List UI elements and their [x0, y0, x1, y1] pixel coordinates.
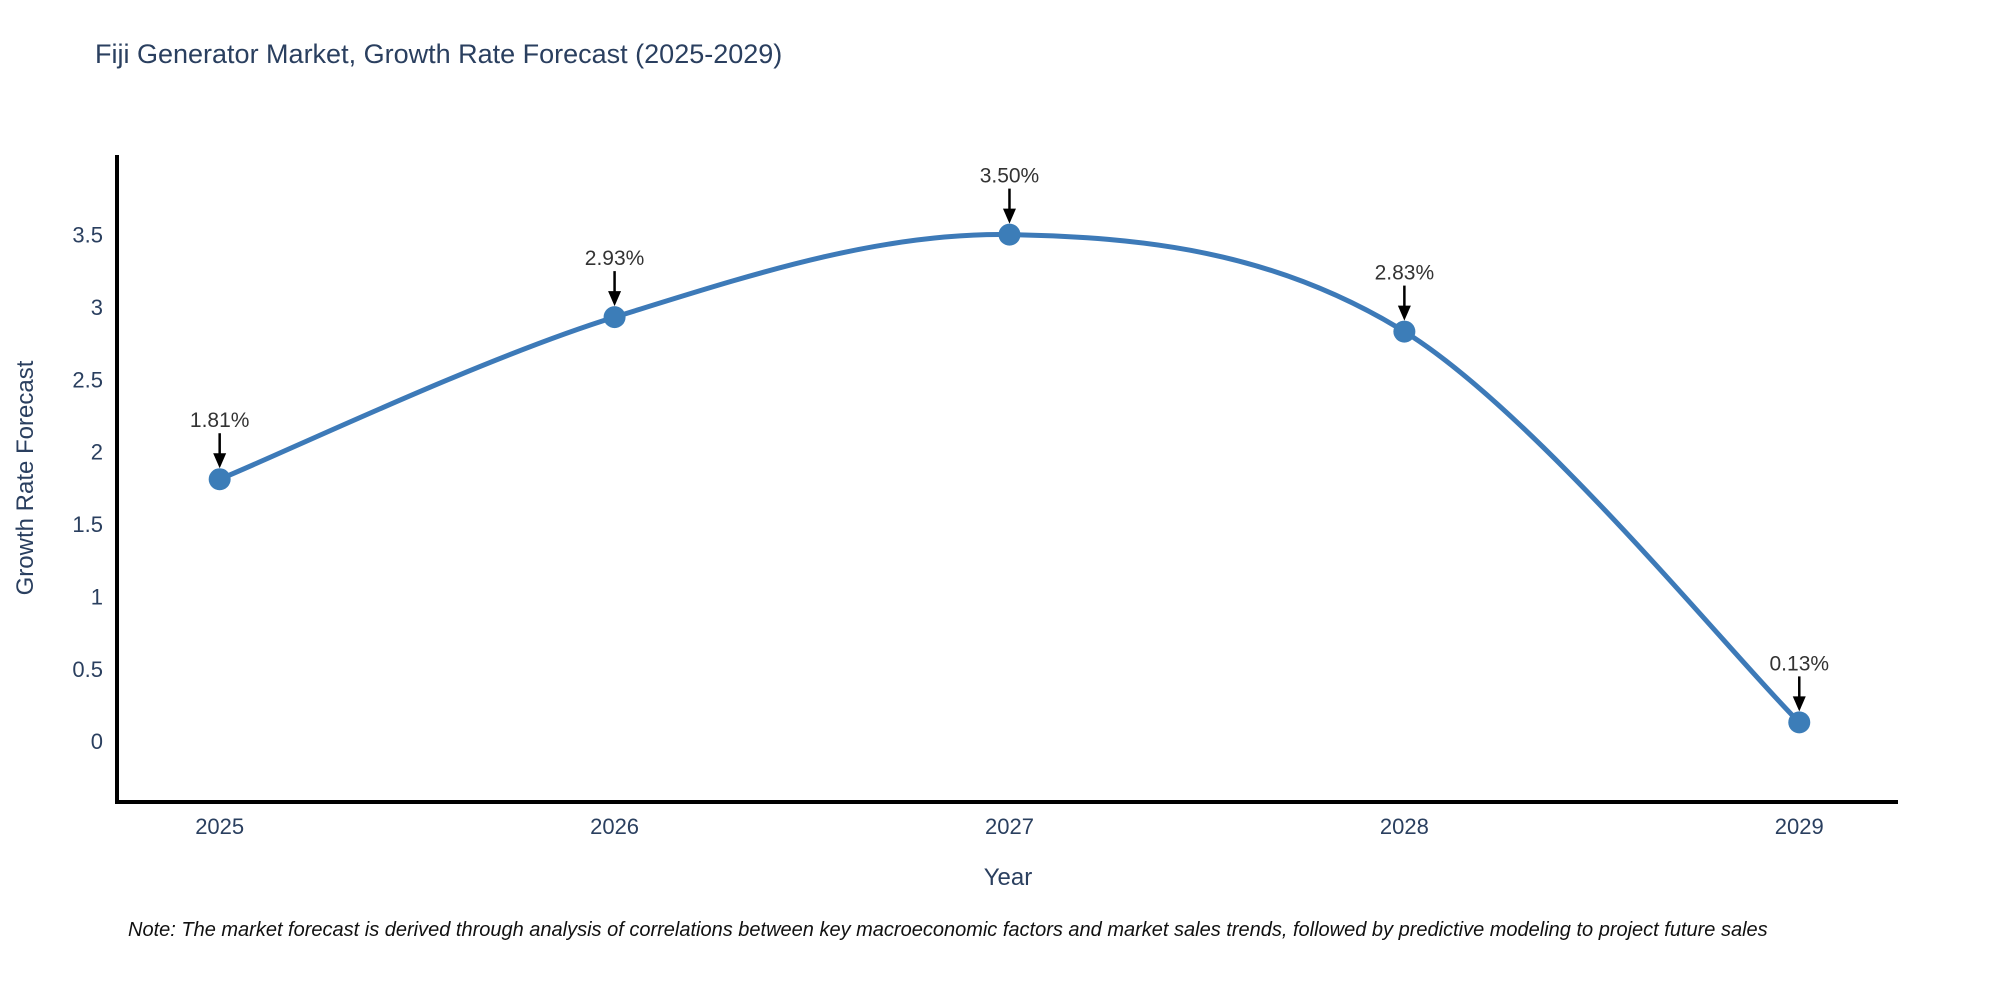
data-point-2027	[998, 223, 1021, 246]
point-value-label: 0.13%	[1770, 652, 1830, 675]
y-tick-label: 3.5	[72, 223, 103, 248]
point-value-label: 1.81%	[190, 409, 250, 432]
footnote: Note: The market forecast is derived thr…	[128, 919, 1768, 941]
x-tick-label: 2027	[985, 814, 1034, 839]
annotation-arrow-head	[1397, 305, 1411, 321]
point-value-label: 2.83%	[1375, 262, 1435, 285]
series-line	[217, 232, 1802, 725]
y-tick-label: 2.5	[72, 367, 103, 392]
x-tick-label: 2028	[1380, 814, 1429, 839]
data-point-2026	[603, 306, 626, 329]
point-value-label: 2.93%	[585, 247, 645, 270]
annotation-arrow-head	[1792, 696, 1806, 712]
y-tick-label: 0	[91, 729, 103, 754]
data-point-2028	[1393, 320, 1416, 343]
data-point-2025	[208, 468, 231, 491]
y-tick-label: 0.5	[72, 657, 103, 682]
data-point-2029	[1788, 711, 1811, 734]
x-axis-title: Year	[983, 864, 1033, 891]
y-tick-label: 3	[91, 295, 103, 320]
y-tick-label: 1.5	[72, 512, 103, 537]
point-value-label: 3.50%	[980, 165, 1040, 188]
chart-title: Fiji Generator Market, Growth Rate Forec…	[95, 39, 783, 69]
annotation-arrow-head	[1002, 208, 1016, 224]
annotation-arrow-head	[608, 291, 622, 307]
y-tick-label: 2	[91, 440, 103, 465]
x-tick-label: 2025	[195, 814, 244, 839]
x-tick-label: 2029	[1775, 814, 1824, 839]
y-tick-label: 1	[91, 584, 103, 609]
x-tick-label: 2026	[590, 814, 639, 839]
annotation-arrow-head	[213, 453, 227, 469]
